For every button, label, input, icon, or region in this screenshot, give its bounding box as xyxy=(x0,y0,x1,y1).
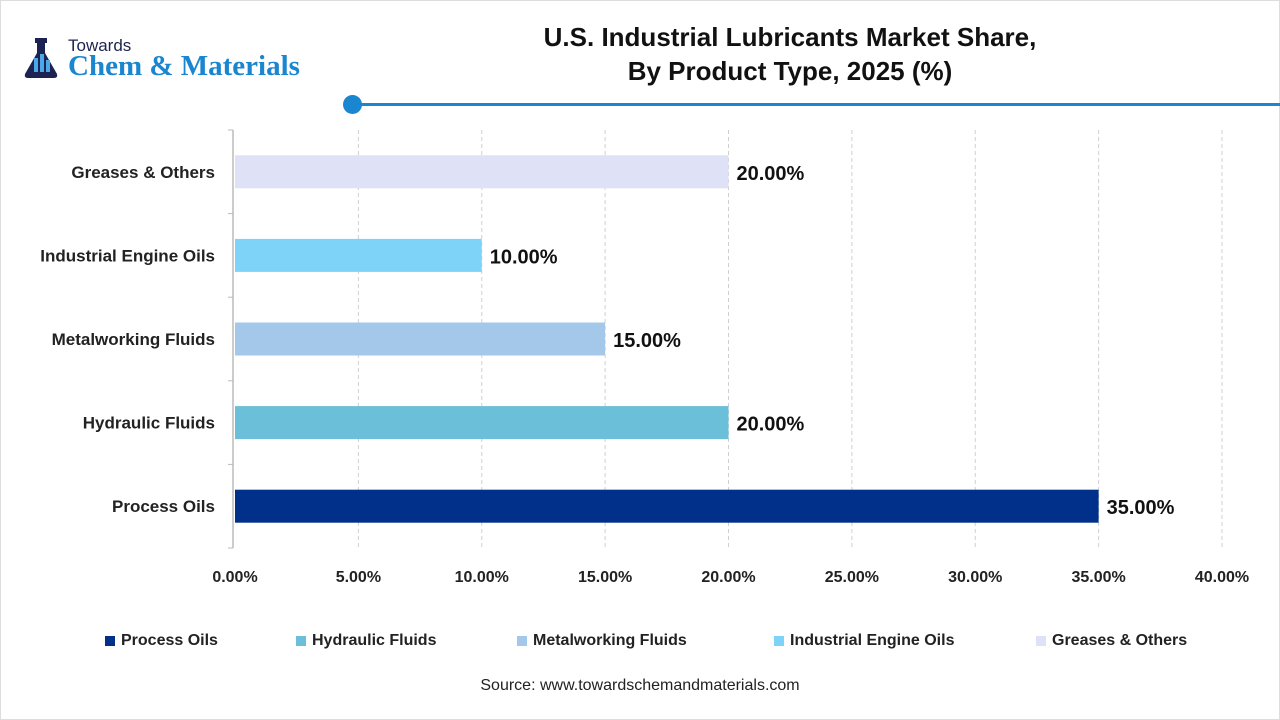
x-tick-label: 0.00% xyxy=(212,569,257,586)
legend-item: Industrial Engine Oils xyxy=(774,632,954,650)
data-label: 10.00% xyxy=(490,246,558,268)
legend-label: Greases & Others xyxy=(1052,632,1188,649)
bar-industrial-engine-oils xyxy=(235,238,482,272)
title-line-1: U.S. Industrial Lubricants Market Share, xyxy=(543,22,1037,52)
flask-icon xyxy=(24,38,58,78)
x-tick-label: 5.00% xyxy=(336,569,381,586)
x-tick-label: 15.00% xyxy=(578,569,632,586)
y-category-label: Greases & Others xyxy=(71,163,215,182)
title-rule xyxy=(353,103,1280,106)
y-category-label: Industrial Engine Oils xyxy=(40,246,215,265)
bar-process-oils xyxy=(235,489,1099,523)
chart-title: U.S. Industrial Lubricants Market Share,… xyxy=(440,20,1140,88)
legend-swatch xyxy=(774,636,784,646)
x-tick-label: 20.00% xyxy=(701,569,755,586)
legend-swatch xyxy=(517,636,527,646)
legend-swatch xyxy=(296,636,306,646)
title-line-2: By Product Type, 2025 (%) xyxy=(627,56,953,86)
bar-greases-others xyxy=(235,155,729,189)
legend-label: Industrial Engine Oils xyxy=(790,632,955,649)
legend-item: Greases & Others xyxy=(1036,632,1187,650)
logo-line1: Towards xyxy=(68,36,132,55)
legend-swatch xyxy=(105,636,115,646)
data-label: 15.00% xyxy=(613,330,681,352)
legend-item: Hydraulic Fluids xyxy=(296,632,436,650)
source-note: Source: www.towardschemandmaterials.com xyxy=(480,677,800,694)
data-label: 20.00% xyxy=(737,163,805,185)
legend-item: Metalworking Fluids xyxy=(517,632,687,650)
x-tick-label: 25.00% xyxy=(825,569,879,586)
legend-swatch xyxy=(1036,636,1046,646)
x-tick-label: 10.00% xyxy=(455,569,509,586)
x-tick-label: 40.00% xyxy=(1195,569,1249,586)
legend-label: Metalworking Fluids xyxy=(533,632,687,649)
y-category-label: Process Oils xyxy=(112,497,215,516)
y-category-label: Metalworking Fluids xyxy=(52,330,215,349)
logo-line2: Chem & Materials xyxy=(68,50,300,82)
legend-item: Process Oils xyxy=(105,632,218,650)
x-tick-label: 35.00% xyxy=(1071,569,1125,586)
bar-metalworking-fluids xyxy=(235,322,606,356)
data-label: 20.00% xyxy=(737,414,805,436)
y-category-label: Hydraulic Fluids xyxy=(83,414,215,433)
legend-label: Process Oils xyxy=(121,632,218,649)
x-tick-label: 30.00% xyxy=(948,569,1002,586)
data-label: 35.00% xyxy=(1107,497,1175,519)
legend-label: Hydraulic Fluids xyxy=(312,632,437,649)
bar-hydraulic-fluids xyxy=(235,406,729,440)
title-rule-dot xyxy=(343,95,362,114)
